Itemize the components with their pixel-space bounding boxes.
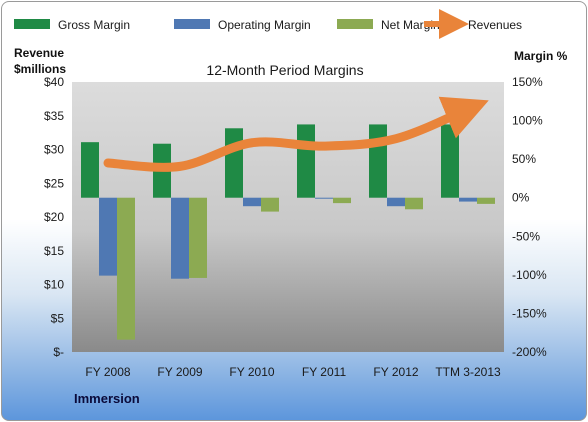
right-tick-label: -200% [512, 345, 547, 359]
category-label: FY 2008 [85, 365, 130, 379]
left-tick-label: $15 [44, 244, 64, 258]
gross-margin-bar [369, 124, 387, 198]
operating-margin-bar [387, 197, 405, 207]
gross-margin-bar [441, 124, 459, 198]
net-margin-bar [261, 197, 279, 212]
right-tick-label: 100% [512, 114, 543, 128]
right-axis-title: Margin % [514, 49, 568, 63]
left-tick-label: $25 [44, 176, 64, 190]
left-tick-label: $- [53, 345, 64, 359]
gross-margin-bar [297, 124, 315, 198]
category-label: FY 2011 [302, 365, 347, 379]
left-tick-label: $10 [44, 278, 64, 292]
revenue-line [103, 96, 489, 172]
category-label: FY 2010 [229, 365, 274, 379]
left-tick-label: $5 [51, 311, 65, 325]
left-tick-label: $40 [44, 75, 64, 89]
net-margin-bar [405, 197, 423, 210]
left-axis-title-line2: $millions [14, 62, 66, 76]
net-margin-bar [477, 197, 495, 204]
company-label: Immersion [74, 391, 140, 406]
gross-margin-bar [225, 128, 243, 198]
left-tick-label: $30 [44, 143, 64, 157]
category-label: FY 2012 [373, 365, 418, 379]
revenues-legend-label: Revenues [468, 18, 522, 32]
right-tick-label: 150% [512, 75, 543, 89]
right-tick-label: -150% [512, 306, 547, 320]
operating-margin-bar [315, 197, 333, 199]
operating-margin-legend-swatch [174, 19, 210, 29]
bar-series [81, 124, 495, 340]
net-margin-bar [117, 197, 135, 340]
left-axis: $- $5 $10 $15 $20 $25 $30 $35 $40 [44, 75, 64, 359]
left-tick-label: $20 [44, 210, 64, 224]
net-margin-bar [333, 197, 351, 204]
operating-margin-bar [171, 197, 189, 279]
operating-margin-legend-label: Operating Margin [218, 18, 311, 32]
left-tick-label: $35 [44, 109, 64, 123]
operating-margin-bar [459, 197, 477, 202]
gross-margin-bar [81, 142, 99, 198]
category-label: FY 2009 [157, 365, 202, 379]
right-tick-label: 0% [512, 191, 530, 205]
operating-margin-bar [243, 197, 261, 207]
left-axis-title-line1: Revenue [14, 46, 64, 60]
right-tick-label: -100% [512, 268, 547, 282]
category-axis: FY 2008 FY 2009 FY 2010 FY 2011 FY 2012 TTM 3… [85, 365, 501, 379]
net-margin-bar [189, 197, 207, 278]
gross-margin-legend-label: Gross Margin [58, 18, 130, 32]
operating-margin-bar [99, 197, 117, 276]
right-tick-label: 50% [512, 152, 536, 166]
revenues-line [103, 96, 489, 172]
legend: Gross Margin Operating Margin Net Margin Re… [14, 9, 522, 39]
right-axis: -200% -150% -100% -50% 0% 50% 100% 150% [512, 75, 547, 359]
category-label: TTM 3-2013 [435, 365, 501, 379]
gross-margin-legend-swatch [14, 19, 50, 29]
net-margin-legend-swatch [337, 19, 373, 29]
right-tick-label: -50% [512, 229, 540, 243]
chart-title: 12-Month Period Margins [206, 62, 363, 78]
